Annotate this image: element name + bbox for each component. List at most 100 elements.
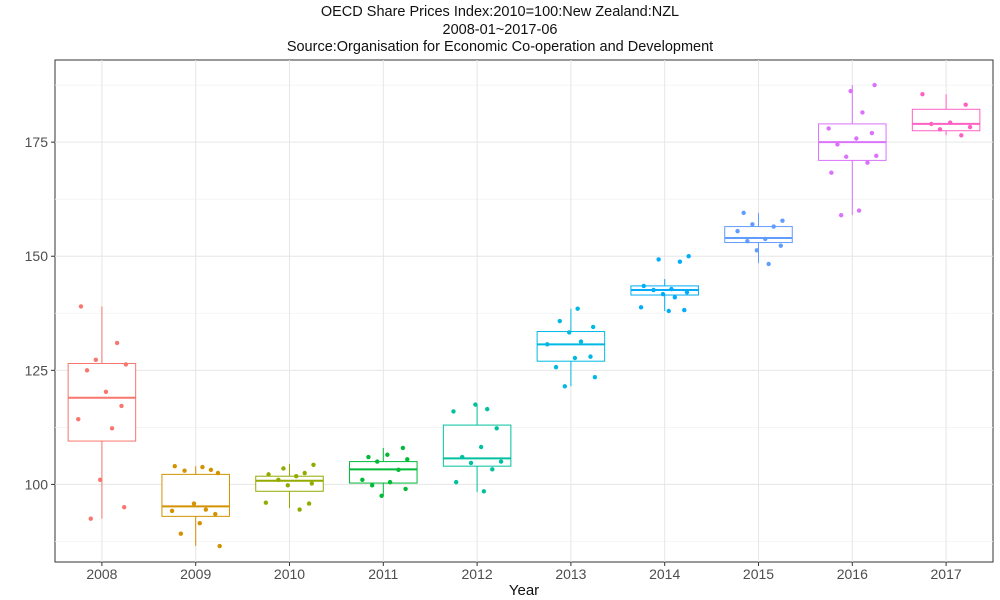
box-2012 xyxy=(442,404,512,493)
data-point xyxy=(963,102,968,107)
data-point xyxy=(557,318,562,324)
x-tick-label: 2008 xyxy=(86,566,117,582)
data-point xyxy=(763,236,768,242)
axis-layer: 100 125 150 175 2008 2009 2010 2011 2012 2013 2014… xyxy=(25,134,962,582)
data-point xyxy=(263,500,269,505)
data-point xyxy=(400,445,406,451)
data-point xyxy=(266,472,271,477)
data-point xyxy=(766,261,771,267)
data-point xyxy=(929,121,934,127)
data-point xyxy=(78,304,84,309)
data-point xyxy=(208,467,214,473)
data-point xyxy=(848,88,853,94)
data-point xyxy=(494,426,499,431)
data-point xyxy=(285,483,291,488)
data-point xyxy=(872,82,877,88)
data-point xyxy=(490,467,495,472)
data-point xyxy=(745,238,750,244)
x-tick-label: 2013 xyxy=(555,566,586,582)
data-point xyxy=(403,486,408,492)
data-point xyxy=(638,305,644,310)
data-point xyxy=(778,243,783,248)
data-point xyxy=(641,283,646,289)
data-point xyxy=(311,462,316,467)
box-2017 xyxy=(911,94,981,136)
data-point xyxy=(856,208,862,213)
data-point xyxy=(169,508,175,514)
data-point xyxy=(578,339,584,344)
data-point xyxy=(119,403,124,409)
x-tick-label: 2014 xyxy=(649,566,680,582)
x-tick-label: 2012 xyxy=(462,566,493,582)
data-point xyxy=(217,543,222,549)
grid-layer xyxy=(55,60,993,562)
x-tick-label: 2015 xyxy=(743,566,774,582)
data-point xyxy=(366,454,371,460)
data-point xyxy=(123,362,129,367)
data-point xyxy=(294,474,299,479)
data-point xyxy=(874,153,879,159)
data-point xyxy=(197,521,202,526)
data-point xyxy=(309,481,314,486)
data-point xyxy=(920,92,925,97)
data-point xyxy=(182,468,187,473)
data-point xyxy=(959,133,964,138)
box-iqr xyxy=(349,461,418,484)
data-point xyxy=(88,516,93,521)
chart-subtitle: 2008-01~2017-06 xyxy=(442,21,558,38)
data-point xyxy=(405,457,410,462)
data-point xyxy=(98,477,103,483)
point-layer xyxy=(76,82,973,549)
data-point xyxy=(203,507,209,512)
data-point xyxy=(200,464,205,470)
box-2015 xyxy=(724,212,793,264)
data-point xyxy=(473,402,478,407)
data-point xyxy=(369,483,375,488)
y-tick-label: 100 xyxy=(25,476,49,492)
data-point xyxy=(276,477,281,483)
data-point xyxy=(575,306,580,311)
data-point xyxy=(453,479,459,485)
box-iqr xyxy=(911,108,981,132)
data-point xyxy=(750,222,755,227)
x-tick-label: 2016 xyxy=(837,566,868,582)
data-point xyxy=(553,364,559,370)
data-point xyxy=(860,110,865,115)
data-point xyxy=(387,479,393,485)
data-point xyxy=(545,342,550,347)
data-point xyxy=(375,459,380,464)
data-point xyxy=(281,466,286,471)
y-tick-label: 150 xyxy=(25,248,49,264)
box-layer xyxy=(67,85,981,547)
data-point xyxy=(297,507,302,512)
data-point xyxy=(178,531,184,536)
data-point xyxy=(451,409,456,414)
data-point xyxy=(869,130,875,136)
x-tick-label: 2011 xyxy=(368,566,398,582)
data-point xyxy=(302,470,307,476)
data-point xyxy=(481,489,487,494)
data-point xyxy=(684,290,690,295)
data-point xyxy=(468,460,474,466)
data-point xyxy=(498,459,504,464)
data-point xyxy=(865,160,870,165)
data-point xyxy=(121,505,127,510)
data-point xyxy=(109,426,115,431)
data-point xyxy=(114,340,120,346)
data-point xyxy=(771,224,776,229)
data-point xyxy=(826,126,831,131)
box-2008 xyxy=(67,306,137,519)
data-point xyxy=(485,406,490,412)
data-point xyxy=(967,124,973,130)
data-point xyxy=(379,493,384,499)
data-point xyxy=(682,307,687,313)
data-point xyxy=(590,324,596,330)
data-point xyxy=(385,452,390,457)
data-point xyxy=(588,354,593,359)
data-point xyxy=(780,218,785,223)
box-iqr xyxy=(724,226,793,244)
data-point xyxy=(84,368,90,373)
chart-title: OECD Share Prices Index:2010=100:New Zea… xyxy=(320,4,680,20)
data-point xyxy=(191,501,197,506)
